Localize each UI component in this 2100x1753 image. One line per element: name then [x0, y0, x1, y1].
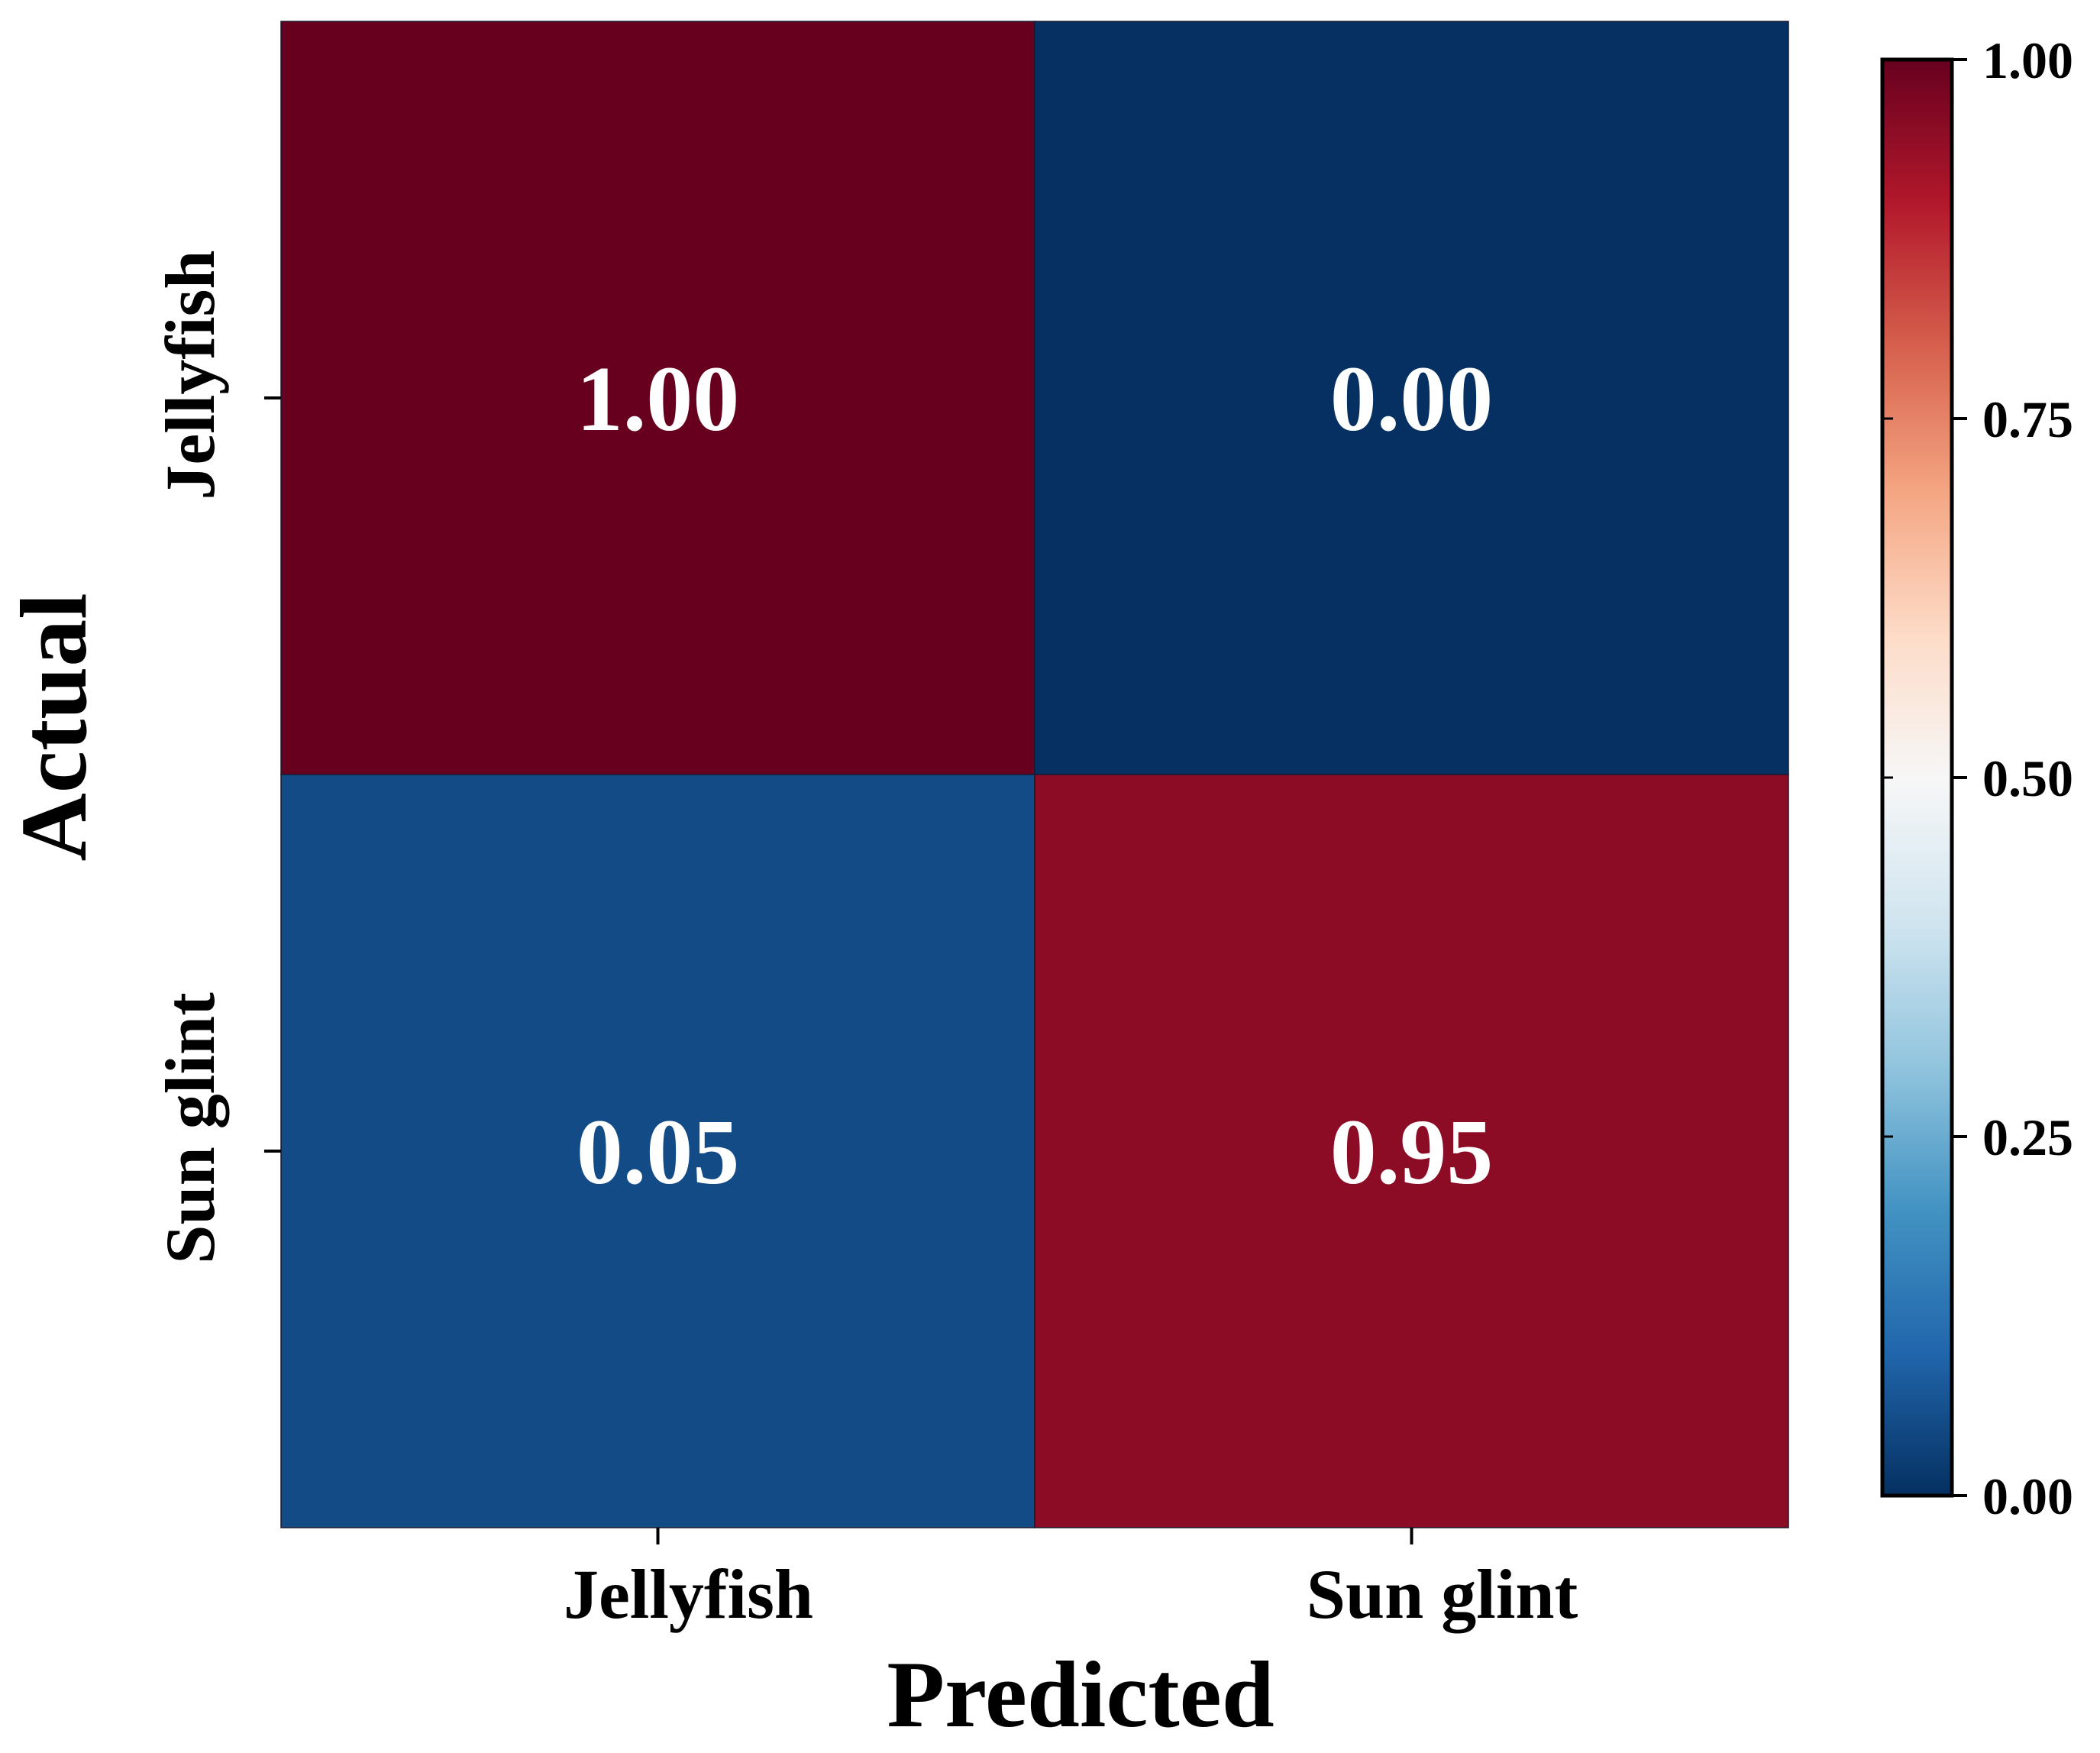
heatmap-cell: [1034, 21, 1789, 775]
cell-value-label: 0.00: [1330, 348, 1494, 451]
x-tick-label: Sun glint: [1307, 1555, 1578, 1633]
x-axis-title: Predicted: [887, 1642, 1274, 1747]
cell-value-label: 0.05: [577, 1101, 740, 1204]
x-axis: Jellyfish Sun glint: [564, 1528, 1578, 1633]
heatmap-cells: [280, 21, 1789, 1528]
colorbar-tick-label: 0.25: [1982, 1108, 2073, 1166]
colorbar-tick-label: 0.75: [1982, 390, 2073, 448]
y-tick-label: Sun glint: [151, 992, 229, 1264]
heatmap-cell: [1034, 774, 1789, 1528]
cell-value-label: 0.95: [1330, 1101, 1494, 1204]
y-axis: Jellyfish Sun glint: [151, 250, 281, 1264]
heatmap-cell: [280, 21, 1035, 775]
x-tick-label: Jellyfish: [564, 1555, 813, 1633]
colorbar-tick-label: 1.00: [1982, 31, 2073, 89]
y-axis-title: Actual: [2, 593, 106, 861]
cell-value-label: 1.00: [577, 348, 740, 451]
colorbar-tick-label: 0.50: [1982, 749, 2073, 807]
y-tick-label: Jellyfish: [151, 250, 229, 500]
heatmap-cell: [280, 774, 1035, 1528]
colorbar-tick-label: 0.00: [1982, 1467, 2073, 1525]
colorbar: 0.00 0.25 0.50 0.75 1.00: [1880, 31, 2073, 1525]
heatmap-value-labels: 1.00 0.00 0.05 0.95: [577, 348, 1494, 1204]
